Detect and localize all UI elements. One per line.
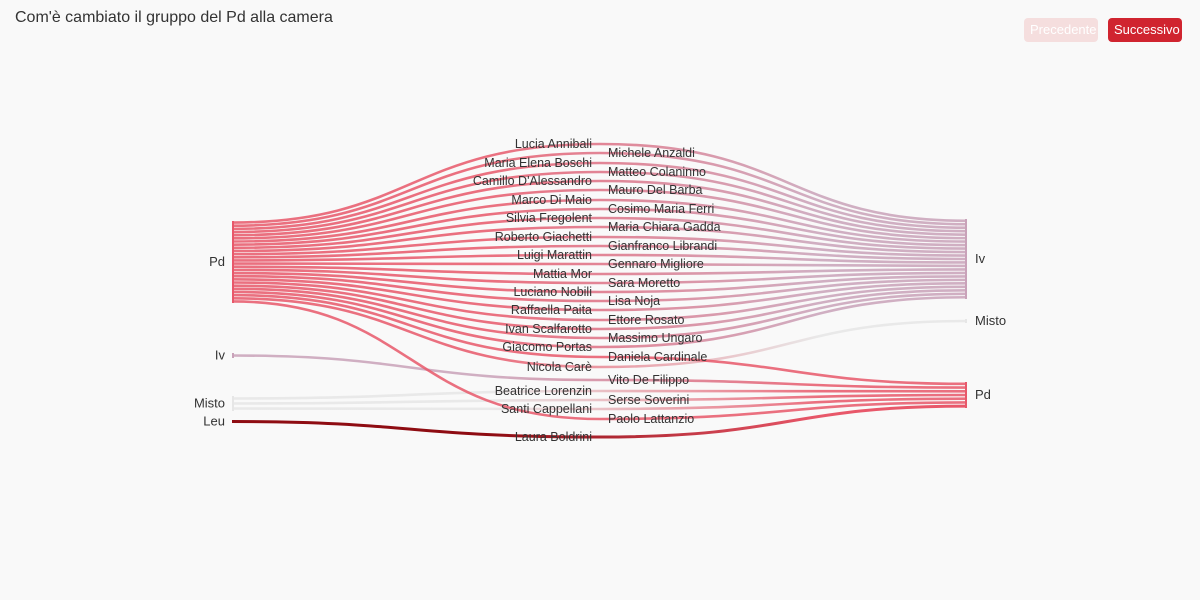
flow-link[interactable] xyxy=(231,271,968,294)
node-bar[interactable] xyxy=(232,221,234,303)
flow-link[interactable] xyxy=(231,265,968,276)
chart-title: Com'è cambiato il gruppo del Pd alla cam… xyxy=(15,9,333,26)
flow-label: Santi Cappellani xyxy=(501,402,592,416)
flow-label: Michele Anzaldi xyxy=(608,146,695,160)
flow-label: Sara Moretto xyxy=(608,276,680,290)
flow-link[interactable] xyxy=(231,179,968,237)
flow-link[interactable] xyxy=(231,274,968,303)
flow-link[interactable] xyxy=(231,300,968,421)
flow-label: Roberto Giachetti xyxy=(495,230,592,244)
flow-link[interactable] xyxy=(231,268,968,285)
flow-link[interactable] xyxy=(231,207,968,247)
flow-label: Laura Boldrini xyxy=(515,430,592,444)
flow-label: Silvia Fregolent xyxy=(506,211,593,225)
flow-link[interactable] xyxy=(231,290,968,349)
flow-label: Luciano Nobili xyxy=(513,285,592,299)
node-label: Iv xyxy=(975,251,986,266)
flow-label: Mauro Del Barba xyxy=(608,183,703,197)
flow-link[interactable] xyxy=(231,188,968,240)
flow-link[interactable] xyxy=(231,278,968,312)
flow-label: Maria Elena Boschi xyxy=(484,156,592,170)
flow-link[interactable] xyxy=(231,161,968,231)
flow-link[interactable] xyxy=(231,142,968,224)
flow-label: Daniela Cardinale xyxy=(608,350,707,364)
flow-label: Beatrice Lorenzin xyxy=(495,384,592,398)
previous-button[interactable]: Precedente xyxy=(1024,18,1098,42)
flow-link[interactable] xyxy=(231,397,968,411)
flow-label: Marco Di Maio xyxy=(511,193,592,207)
node-label: Pd xyxy=(975,387,991,402)
flow-label: Lisa Noja xyxy=(608,294,660,308)
flow-label: Vito De Filippo xyxy=(608,373,689,387)
node-bar[interactable] xyxy=(232,353,234,358)
node-label: Pd xyxy=(209,254,225,269)
flow-link[interactable] xyxy=(231,253,968,264)
node-bar[interactable] xyxy=(965,319,967,323)
node-label: Misto xyxy=(975,313,1006,328)
flow-link[interactable] xyxy=(231,389,968,400)
node-bar[interactable] xyxy=(232,420,234,423)
flow-link[interactable] xyxy=(231,235,968,257)
flow-label: Giacomo Portas xyxy=(502,340,592,354)
flow-link[interactable] xyxy=(231,393,968,405)
node-bar[interactable] xyxy=(965,219,967,299)
flow-label: Raffaella Paita xyxy=(511,303,592,317)
flow-label: Ivan Scalfarotto xyxy=(505,322,592,336)
flow-label: Cosimo Maria Ferri xyxy=(608,202,714,216)
node-label: Leu xyxy=(203,414,225,429)
flow-label: Lucia Annibali xyxy=(515,137,592,151)
flow-label: Luigi Marattin xyxy=(517,248,592,262)
flow-link[interactable] xyxy=(231,151,968,228)
flow-label: Mattia Mor xyxy=(533,267,592,281)
flow-label: Nicola Carè xyxy=(527,360,592,374)
flow-label: Ettore Rosato xyxy=(608,313,684,327)
next-button[interactable]: Successivo xyxy=(1108,18,1182,42)
flow-link[interactable] xyxy=(231,225,968,254)
flow-link[interactable] xyxy=(231,281,968,322)
flow-label: Matteo Colaninno xyxy=(608,165,706,179)
node-label: Iv xyxy=(215,348,226,363)
flow-link[interactable] xyxy=(231,354,968,389)
flow-label: Gianfranco Librandi xyxy=(608,239,717,253)
flow-link[interactable] xyxy=(231,244,968,261)
flow-link[interactable] xyxy=(231,216,968,250)
node-bar[interactable] xyxy=(232,396,234,411)
flow-link[interactable] xyxy=(231,404,968,439)
flow-link[interactable] xyxy=(231,284,968,331)
node-bar[interactable] xyxy=(965,382,967,408)
flow-label: Serse Soverini xyxy=(608,393,689,407)
flow-link[interactable] xyxy=(231,296,968,369)
flow-label: Paolo Lattanzio xyxy=(608,412,694,426)
flow-link[interactable] xyxy=(231,262,968,268)
flow-label: Maria Chiara Gadda xyxy=(608,220,721,234)
flow-link[interactable] xyxy=(231,198,968,243)
flow-link[interactable] xyxy=(231,170,968,234)
flow-label: Massimo Ungaro xyxy=(608,331,703,345)
flow-label: Gennaro Migliore xyxy=(608,257,704,271)
flow-link[interactable] xyxy=(231,293,968,386)
flow-label: Camillo D'Alessandro xyxy=(473,174,592,188)
flow-link[interactable] xyxy=(231,287,968,340)
node-label: Misto xyxy=(194,396,225,411)
